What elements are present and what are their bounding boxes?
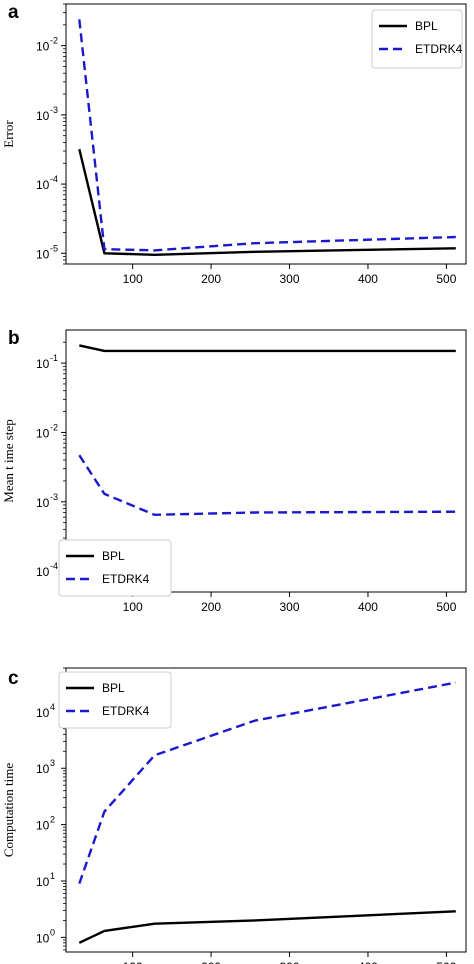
y-tick-exponent: -4	[50, 174, 58, 184]
y-tick-exponent: 3	[50, 758, 55, 768]
y-tick-exponent: -2	[50, 36, 58, 46]
x-tick-label: 400	[358, 272, 378, 286]
x-tick-label: 200	[201, 600, 221, 614]
y-axis-label: Mean t ime step	[1, 419, 16, 502]
series-line-bpl	[78, 910, 456, 944]
x-tick-label: 300	[280, 960, 300, 964]
x-tick-label: 300	[280, 600, 300, 614]
plot-frame	[65, 3, 467, 265]
panel-letter: c	[8, 668, 19, 689]
y-tick-exponent: 4	[50, 702, 55, 712]
legend: BPL ETDRK4	[371, 9, 463, 69]
y-tick-exponent: 0	[50, 927, 55, 937]
series-line-etdrk4	[78, 19, 456, 252]
y-tick-label: 10	[36, 819, 50, 833]
y-tick-label: 10	[36, 178, 50, 192]
series-line-bpl	[79, 344, 456, 353]
y-tick-exponent: -3	[50, 492, 58, 502]
legend-label: ETDRK4	[415, 42, 463, 56]
y-tick-label: 10	[36, 109, 50, 123]
y-tick-exponent: -1	[50, 353, 58, 363]
y-tick-exponent: -4	[50, 561, 58, 571]
y-tick-label: 10	[36, 875, 50, 889]
legend: BPL ETDRK4	[58, 539, 172, 597]
x-tick-label: 500	[436, 600, 456, 614]
y-axis-label: Error	[1, 120, 16, 148]
legend-box	[371, 9, 463, 69]
legend-label: BPL	[102, 549, 125, 563]
legend-label: ETDRK4	[102, 704, 150, 718]
y-tick-label: 10	[36, 357, 50, 371]
y-tick-exponent: -3	[50, 105, 58, 115]
series-line-bpl	[78, 148, 456, 257]
x-tick-label: 100	[123, 272, 143, 286]
y-tick-exponent: 1	[50, 871, 55, 881]
x-tick-label: 200	[201, 272, 221, 286]
panel-letter: b	[8, 328, 20, 349]
legend-label: ETDRK4	[102, 572, 150, 586]
x-tick-label: 200	[201, 960, 221, 964]
x-tick-label: 500	[436, 272, 456, 286]
plot-frame	[65, 667, 467, 953]
legend-box	[58, 671, 172, 729]
x-tick-label: 400	[358, 960, 378, 964]
panel-letter: a	[8, 2, 19, 23]
legend-label: BPL	[415, 19, 438, 33]
x-tick-label: 500	[436, 960, 456, 964]
y-tick-label: 10	[36, 706, 50, 720]
y-tick-label: 10	[36, 496, 50, 510]
plot-frame	[65, 329, 467, 593]
y-tick-label: 10	[36, 426, 50, 440]
y-tick-exponent: 2	[50, 815, 55, 825]
y-axis-label: Computation time	[1, 763, 16, 857]
y-tick-exponent: -5	[50, 243, 58, 253]
legend-label: BPL	[102, 681, 125, 695]
x-tick-label: 100	[123, 960, 143, 964]
legend: BPL ETDRK4	[58, 671, 172, 729]
x-tick-label: 300	[280, 272, 300, 286]
y-tick-label: 10	[36, 565, 50, 579]
x-tick-label: 400	[358, 600, 378, 614]
y-tick-label: 10	[36, 247, 50, 261]
y-tick-label: 10	[36, 762, 50, 776]
series-line-etdrk4	[78, 454, 456, 516]
x-tick-label: 100	[123, 600, 143, 614]
y-tick-exponent: -2	[50, 422, 58, 432]
y-tick-label: 10	[36, 931, 50, 945]
y-tick-label: 10	[36, 40, 50, 54]
legend-box	[58, 539, 172, 597]
series-line-etdrk4	[78, 681, 457, 884]
